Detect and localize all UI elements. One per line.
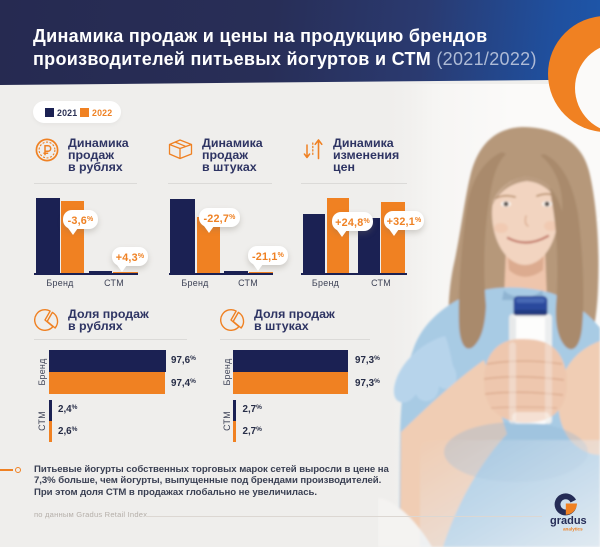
svg-text:gradus: gradus — [550, 515, 587, 527]
svg-text:analytics: analytics — [563, 527, 583, 532]
